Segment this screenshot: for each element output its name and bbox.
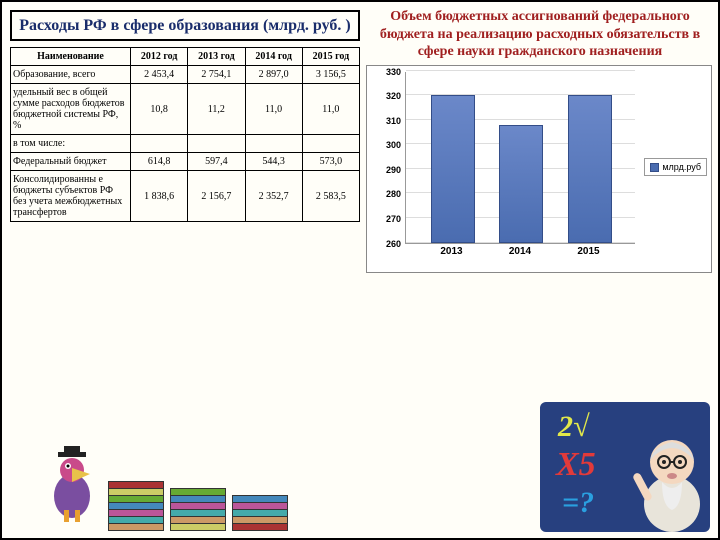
cell-value: 2 453,4 xyxy=(131,66,188,84)
col-year: 2012 год xyxy=(131,48,188,66)
cell-value: 2 583,5 xyxy=(302,171,359,222)
y-tick: 320 xyxy=(367,91,401,101)
bar xyxy=(568,95,612,242)
y-tick: 270 xyxy=(367,214,401,224)
table-row: удельный вес в общей сумме расходов бюдж… xyxy=(11,84,360,135)
table-row: Образование, всего2 453,42 754,12 897,03… xyxy=(11,66,360,84)
cell-value: 11,2 xyxy=(188,84,245,135)
math-clipart: 2√X5=? xyxy=(540,402,710,532)
cell-name: Консолидированны е бюджеты субъектов РФ … xyxy=(11,171,131,222)
cell-value: 1 838,6 xyxy=(131,171,188,222)
right-title: Объем бюджетных ассигнований федеральног… xyxy=(366,8,714,61)
bar xyxy=(499,125,543,243)
cell-name: в том числе: xyxy=(11,135,131,153)
math-glyph: X5 xyxy=(556,446,596,484)
y-tick: 300 xyxy=(367,140,401,150)
cell-value xyxy=(245,135,302,153)
professor-icon xyxy=(632,416,710,532)
book-stack xyxy=(108,481,164,530)
cell-value xyxy=(131,135,188,153)
x-tick: 2013 xyxy=(422,246,482,257)
y-tick: 330 xyxy=(367,67,401,77)
cell-value: 3 156,5 xyxy=(302,66,359,84)
col-name: Наименование xyxy=(11,48,131,66)
cell-value: 614,8 xyxy=(131,153,188,171)
y-tick: 290 xyxy=(367,165,401,175)
cell-value: 544,3 xyxy=(245,153,302,171)
budget-chart: млрд.руб 260 270 280 290 300 310 320 330 2013 201… xyxy=(366,65,712,273)
cell-value xyxy=(188,135,245,153)
graduation-bird-icon xyxy=(42,444,102,524)
cell-value: 573,0 xyxy=(302,153,359,171)
cell-name: Образование, всего xyxy=(11,66,131,84)
table-row: в том числе: xyxy=(11,135,360,153)
cell-name: Федеральный бюджет xyxy=(11,153,131,171)
table-row: Консолидированны е бюджеты субъектов РФ … xyxy=(11,171,360,222)
col-year: 2015 год xyxy=(302,48,359,66)
legend-label: млрд.руб xyxy=(662,162,701,172)
cell-name: удельный вес в общей сумме расходов бюдж… xyxy=(11,84,131,135)
book-stack xyxy=(170,488,226,530)
cell-value: 11,0 xyxy=(245,84,302,135)
col-year: 2013 год xyxy=(188,48,245,66)
col-year: 2014 год xyxy=(245,48,302,66)
cell-value: 10,8 xyxy=(131,84,188,135)
table-row: Федеральный бюджет614,8597,4544,3573,0 xyxy=(11,153,360,171)
cell-value: 11,0 xyxy=(302,84,359,135)
cell-value: 2 156,7 xyxy=(188,171,245,222)
math-glyph: =? xyxy=(562,486,594,520)
math-glyph: 2√ xyxy=(558,410,589,444)
cell-value: 2 897,0 xyxy=(245,66,302,84)
cell-value xyxy=(302,135,359,153)
x-tick: 2014 xyxy=(490,246,550,257)
bar xyxy=(431,95,475,242)
book-stack xyxy=(232,495,288,530)
cell-value: 597,4 xyxy=(188,153,245,171)
y-tick: 310 xyxy=(367,116,401,126)
cell-value: 2 352,7 xyxy=(245,171,302,222)
chart-legend: млрд.руб xyxy=(644,158,707,176)
cell-value: 2 754,1 xyxy=(188,66,245,84)
left-title: Расходы РФ в сфере образования (млрд. ру… xyxy=(10,10,360,41)
y-tick: 280 xyxy=(367,189,401,199)
expense-table: Наименование2012 год2013 год2014 год2015… xyxy=(10,47,360,222)
y-tick: 260 xyxy=(367,239,401,249)
x-tick: 2015 xyxy=(559,246,619,257)
books-clipart xyxy=(78,442,278,532)
